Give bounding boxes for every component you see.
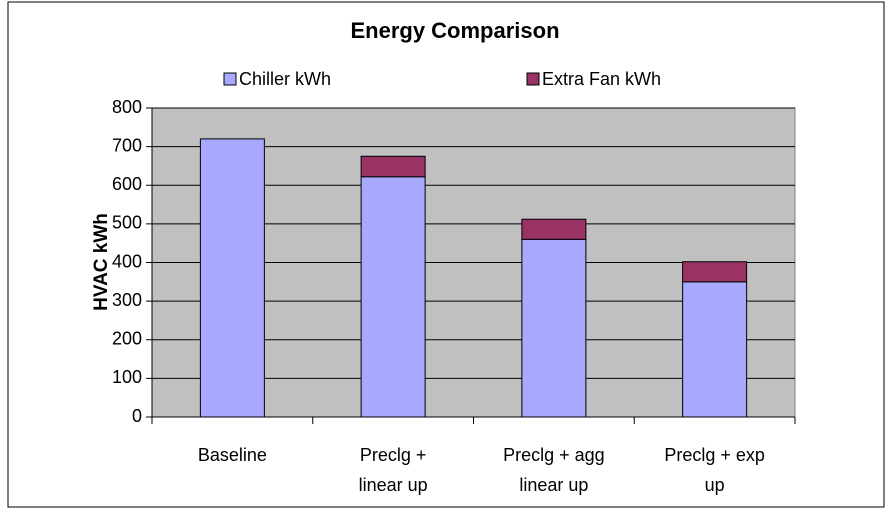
y-tick-label: 300 <box>112 290 142 310</box>
y-axis-label: HVAC kWh <box>91 213 112 311</box>
y-tick-label: 700 <box>112 135 142 155</box>
x-tick-label: Preclg + agg <box>503 445 605 465</box>
x-tick-label: linear up <box>519 475 588 495</box>
x-tick-label: Preclg + <box>360 445 427 465</box>
bar-segment <box>199 138 265 418</box>
bar-segment <box>682 261 748 283</box>
bar-segment <box>360 155 426 178</box>
y-tick-label: 400 <box>112 251 142 271</box>
legend-label: Extra Fan kWh <box>542 69 661 89</box>
y-tick-label: 500 <box>112 213 142 233</box>
bar-segment <box>360 176 426 418</box>
chart-title: Energy Comparison <box>350 18 559 43</box>
x-tick-label: Preclg + exp <box>664 445 765 465</box>
legend-swatch <box>526 72 540 86</box>
y-tick-label: 0 <box>132 406 142 426</box>
x-tick-label: up <box>705 475 725 495</box>
bar-segment <box>521 218 587 240</box>
legend-label: Chiller kWh <box>239 69 331 89</box>
y-tick-label: 200 <box>112 329 142 349</box>
x-tick-label: Baseline <box>198 445 267 465</box>
y-tick-label: 600 <box>112 174 142 194</box>
bar-segment <box>521 238 587 418</box>
y-tick-label: 800 <box>112 97 142 117</box>
y-tick-label: 100 <box>112 367 142 387</box>
x-tick-label: linear up <box>359 475 428 495</box>
legend-swatch <box>223 72 237 86</box>
bar-segment <box>682 281 748 418</box>
